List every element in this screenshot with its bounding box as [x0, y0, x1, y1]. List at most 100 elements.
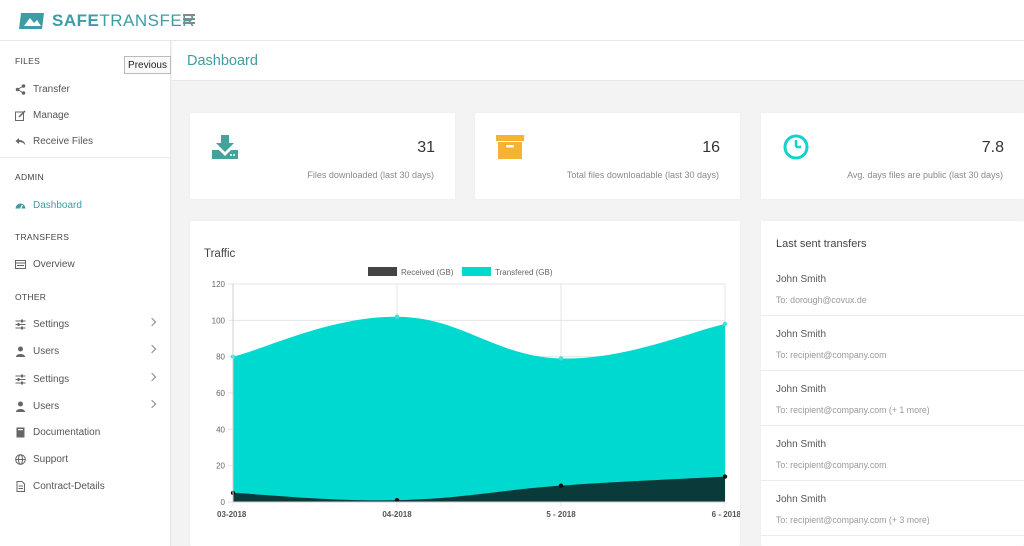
series-area-received: [233, 476, 725, 502]
stat-label: Total files downloadable (last 30 days): [566, 170, 719, 180]
y-tick-label: 80: [216, 353, 225, 362]
edit-icon: [15, 109, 26, 121]
menu-toggle-icon[interactable]: [183, 14, 195, 24]
sidebar-item-settings[interactable]: Settings: [15, 316, 165, 332]
page-header: Dashboard: [172, 41, 1024, 81]
user-icon: [16, 346, 25, 357]
x-tick-label: 04-2018: [382, 510, 412, 519]
section-transfers: TRANSFERS: [15, 232, 70, 242]
transfer-list-item[interactable]: John Smith To: dorough@covux.de: [761, 261, 1024, 316]
share-icon: [15, 83, 26, 95]
x-tick-label: 6 - 2018: [712, 510, 740, 519]
legend-label: Received (GB): [401, 268, 454, 277]
y-tick-label: 100: [212, 316, 226, 325]
chevron-right-icon: [147, 372, 157, 382]
transfer-recipient: To: recipient@company.com (+ 3 more): [776, 515, 930, 525]
dashboard-icon: [15, 203, 26, 209]
clock-icon: [783, 134, 809, 160]
section-admin: ADMIN: [15, 172, 44, 182]
sidebar-item-contract-details[interactable]: Contract-Details: [15, 478, 165, 494]
sidebar-item-transfer[interactable]: Transfer: [15, 81, 165, 97]
page-title: Dashboard: [187, 53, 258, 69]
transfer-list-item[interactable]: John Smith To: recipient@company.com: [761, 426, 1024, 481]
sidebar-item-label: Receive Files: [33, 135, 94, 147]
sidebar-item-label: Settings: [33, 318, 70, 330]
stat-value: 31: [417, 139, 435, 156]
y-tick-label: 120: [212, 280, 226, 289]
sidebar-item-label: Manage: [33, 109, 70, 121]
chevron-right-icon: [147, 344, 157, 354]
sidebar-item-manage[interactable]: Manage: [15, 107, 165, 123]
y-tick-label: 0: [221, 498, 226, 507]
sidebar-item-users[interactable]: Users: [15, 343, 165, 359]
transfer-sender: John Smith: [776, 274, 827, 285]
stat-label: Files downloaded (last 30 days): [307, 170, 434, 180]
sidebar-item-users-2[interactable]: Users: [15, 398, 165, 414]
logo-icon: [19, 13, 44, 29]
stat-card-avg-days-public: 7.8 Avg. days files are public (last 30 …: [761, 113, 1024, 199]
sliders-icon: [15, 319, 26, 329]
data-point: [558, 356, 564, 361]
last-transfers-card: Last sent transfers John Smith To: doroug…: [761, 221, 1024, 546]
stat-card-total-downloadable: 16 Total files downloadable (last 30 day…: [475, 113, 740, 199]
sidebar-item-label: Contract-Details: [33, 480, 105, 492]
sidebar-item-documentation[interactable]: Documentation: [15, 424, 165, 440]
traffic-card: Traffic 0 20 40 60 80 100 120 03-2018 04-2018 5 -…: [190, 221, 740, 546]
sidebar-item-receive-files[interactable]: Receive Files: [15, 133, 165, 149]
transfer-sender: John Smith: [776, 439, 827, 450]
data-point: [394, 314, 400, 319]
section-files: FILES: [15, 56, 41, 66]
x-tick-label: 03-2018: [217, 510, 247, 519]
sidebar-item-label: Transfer: [33, 83, 70, 95]
transfer-list-item[interactable]: John Smith To: recipient@company.com (+ 3…: [761, 481, 1024, 536]
data-point: [722, 474, 728, 479]
legend-swatch: [368, 267, 397, 276]
transfer-recipient: To: recipient@company.com: [776, 460, 887, 470]
stat-card-files-downloaded: 31 Files downloaded (last 30 days): [190, 113, 455, 199]
logo-text: SAFETRANSFER: [52, 11, 195, 30]
stat-value: 7.8: [981, 139, 1004, 156]
globe-icon: [15, 453, 26, 465]
y-tick-label: 60: [216, 389, 225, 398]
reply-icon: [15, 137, 26, 145]
sidebar-item-label: Settings: [33, 373, 70, 385]
transfer-recipient: To: recipient@company.com: [776, 350, 887, 360]
sidebar-item-dashboard[interactable]: Dashboard: [15, 197, 165, 213]
sidebar-item-label: Users: [33, 400, 60, 412]
list-icon: [15, 259, 26, 269]
sidebar-item-label: Documentation: [33, 426, 101, 438]
logo[interactable]: SAFETRANSFER: [18, 10, 195, 32]
x-tick-label: 5 - 2018: [546, 510, 576, 519]
transfer-recipient: To: recipient@company.com (+ 1 more): [776, 405, 930, 415]
sidebar-divider: [0, 157, 170, 158]
sidebar-item-label: Support: [33, 453, 69, 465]
transfer-list-item[interactable]: John Smith To: recipient@company.com: [761, 316, 1024, 371]
sidebar: FILES Transfer Manage Receive Files ADMI…: [0, 41, 171, 546]
legend-label: Transfered (GB): [495, 268, 553, 277]
legend-swatch: [462, 267, 491, 276]
transfer-sender: John Smith: [776, 494, 827, 505]
chevron-right-icon: [147, 399, 157, 409]
book-icon: [16, 427, 25, 437]
archive-icon: [496, 135, 524, 159]
sidebar-item-label: Overview: [33, 258, 75, 270]
section-other: OTHER: [15, 292, 47, 302]
data-point: [558, 483, 564, 488]
file-icon: [16, 480, 25, 492]
sidebar-item-overview[interactable]: Overview: [15, 256, 165, 272]
sidebar-item-settings-2[interactable]: Settings: [15, 371, 165, 387]
y-tick-label: 20: [216, 462, 225, 471]
top-bar: SAFETRANSFER: [0, 0, 1024, 41]
transfer-sender: John Smith: [776, 384, 827, 395]
transfer-sender: John Smith: [776, 329, 827, 340]
transfer-list-item[interactable]: John Smith To: recipient@company.com (+ 1…: [761, 371, 1024, 426]
traffic-title: Traffic: [204, 248, 236, 260]
sidebar-item-label: Dashboard: [33, 199, 82, 211]
traffic-chart: 0 20 40 60 80 100 120 03-2018 04-2018 5 - 2018 6 -…: [212, 267, 740, 519]
y-tick-label: 40: [216, 425, 225, 434]
sidebar-item-label: Users: [33, 345, 60, 357]
sidebar-item-support[interactable]: Support: [15, 451, 165, 467]
last-transfers-title: Last sent transfers: [776, 238, 867, 250]
sliders-icon: [15, 374, 26, 384]
series-area-transfered: [233, 316, 725, 502]
